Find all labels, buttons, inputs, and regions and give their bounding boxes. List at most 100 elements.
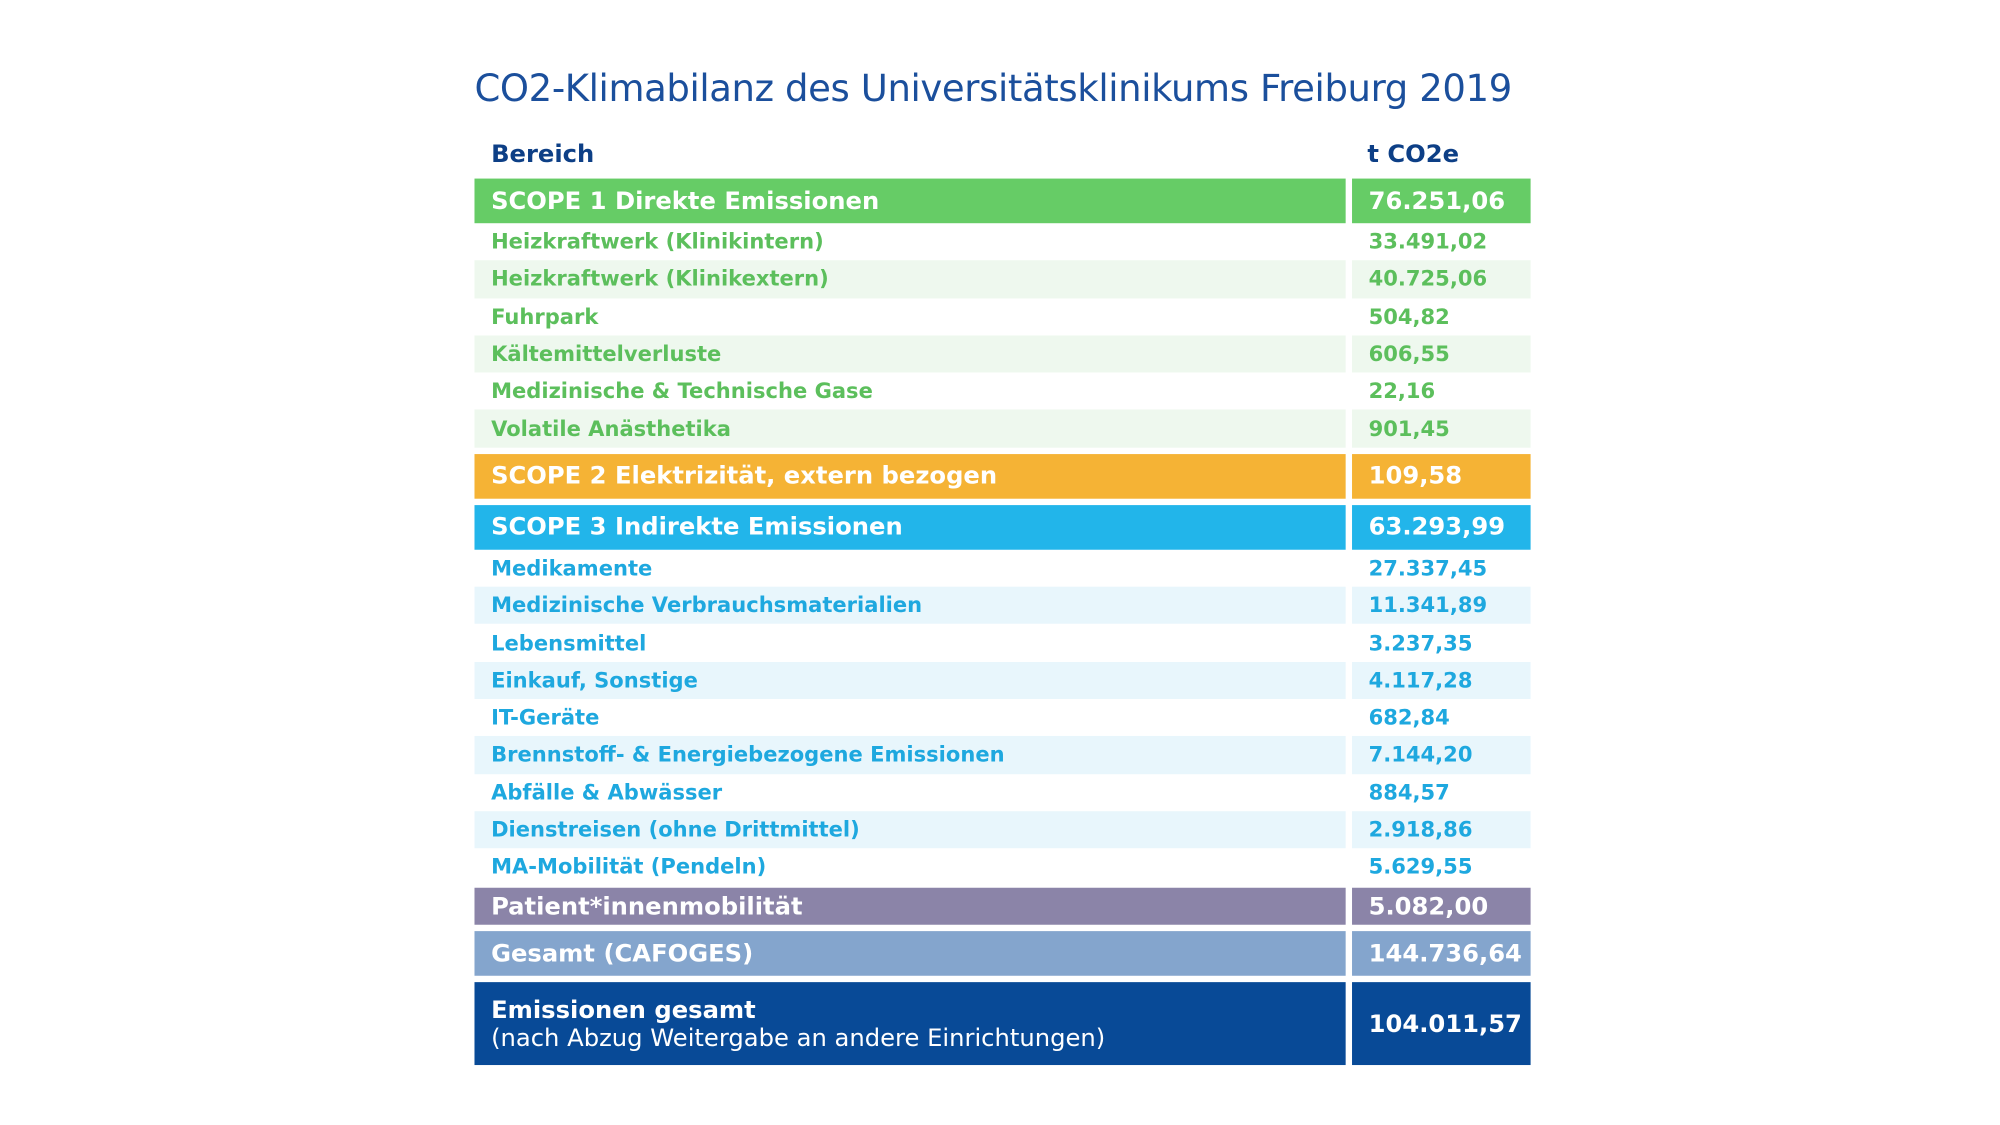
item-value: 5.629,55 bbox=[1368, 854, 1473, 880]
item-row: Einkauf, Sonstige 4.117,28 bbox=[474, 661, 1531, 699]
section-value-cell: 5.082,00 bbox=[1352, 888, 1531, 926]
item-row: Fuhrpark 504,82 bbox=[474, 298, 1530, 335]
header-area: Bereich bbox=[491, 140, 595, 169]
section-label: SCOPE 1 Direkte Emissionen bbox=[491, 186, 880, 215]
item-label-cell: Heizkraftwerk (Klinikextern) bbox=[474, 260, 1346, 298]
item-row: Abfälle & Abwässer 884,57 bbox=[474, 774, 1530, 811]
section-row: Patient*innenmobilität 5.082,00 bbox=[474, 888, 1531, 926]
item-label: MA-Mobilität (Pendeln) bbox=[491, 854, 767, 880]
item-value-cell: 504,82 bbox=[1352, 298, 1531, 335]
item-value: 40.725,06 bbox=[1368, 267, 1488, 292]
item-label: Kältemittelverluste bbox=[491, 341, 722, 367]
item-row: Medizinische & Technische Gase 22,16 bbox=[474, 373, 1530, 410]
item-value-cell: 11.341,89 bbox=[1352, 586, 1531, 625]
section-value-cell: 76.251,06 bbox=[1352, 178, 1531, 224]
item-label: Medikamente bbox=[491, 556, 653, 581]
item-label: IT-Geräte bbox=[491, 705, 600, 730]
item-value-cell: 22,16 bbox=[1352, 373, 1531, 410]
section-value: 5.082,00 bbox=[1368, 892, 1489, 921]
item-label: Volatile Anästhetika bbox=[491, 416, 731, 441]
item-row: IT-Geräte 682,84 bbox=[474, 699, 1530, 736]
item-value-cell: 901,45 bbox=[1352, 410, 1531, 448]
item-value-cell: 884,57 bbox=[1352, 774, 1531, 811]
item-label-cell: Heizkraftwerk (Klinikintern) bbox=[474, 223, 1345, 260]
section-label-cell: SCOPE 1 Direkte Emissionen bbox=[474, 178, 1346, 224]
item-row: Brennstoff- & Energiebezogene Emissionen… bbox=[474, 736, 1531, 774]
item-label: Brennstoff- & Energiebezogene Emissionen bbox=[491, 742, 1005, 768]
item-label-cell: Medikamente bbox=[474, 549, 1345, 586]
item-value-cell: 3.237,35 bbox=[1352, 624, 1531, 661]
section: SCOPE 3 Indirekte Emissionen 63.293,99 Med… bbox=[474, 504, 1531, 886]
section-value-cell: 109,58 bbox=[1352, 453, 1531, 499]
item-label-cell: Kältemittelverluste bbox=[474, 335, 1346, 373]
item-value-cell: 5.629,55 bbox=[1352, 848, 1531, 885]
item-label-cell: IT-Geräte bbox=[474, 699, 1345, 736]
item-value: 606,55 bbox=[1368, 341, 1450, 367]
section-label: SCOPE 3 Indirekte Emissionen bbox=[491, 513, 903, 542]
item-label: Heizkraftwerk (Klinikintern) bbox=[491, 229, 824, 255]
item-row: Heizkraftwerk (Klinikintern) 33.491,02 bbox=[474, 223, 1530, 260]
item-row: Lebensmittel 3.237,35 bbox=[474, 624, 1530, 661]
item-label: Medizinische & Technische Gase bbox=[491, 379, 873, 404]
item-value: 27.337,45 bbox=[1368, 556, 1488, 581]
item-value: 884,57 bbox=[1368, 780, 1450, 805]
item-label: Fuhrpark bbox=[491, 304, 599, 329]
section-value: 109,58 bbox=[1368, 462, 1463, 491]
item-value-cell: 606,55 bbox=[1352, 335, 1531, 373]
section-value: 63.293,99 bbox=[1368, 513, 1506, 542]
section-label-cell: SCOPE 2 Elektrizität, extern bezogen bbox=[474, 453, 1346, 499]
section-value-cell: 144.736,64 bbox=[1352, 931, 1531, 977]
section-label-cell: SCOPE 3 Indirekte Emissionen bbox=[474, 504, 1346, 550]
section-value-cell: 104.011,57 bbox=[1352, 982, 1531, 1066]
item-label-cell: Medizinische & Technische Gase bbox=[474, 373, 1345, 410]
item-row: Medizinische Verbrauchsmaterialien 11.341… bbox=[474, 586, 1531, 625]
header-unit: t CO2e bbox=[1367, 140, 1460, 169]
item-value-cell: 682,84 bbox=[1352, 699, 1531, 736]
section-value: 76.251,06 bbox=[1368, 186, 1506, 215]
item-label-cell: Brennstoff- & Energiebezogene Emissionen bbox=[474, 736, 1346, 774]
item-row: Volatile Anästhetika 901,45 bbox=[474, 410, 1531, 448]
section-value: 104.011,57 bbox=[1368, 1010, 1522, 1039]
section-label-cell: Gesamt (CAFOGES) bbox=[474, 931, 1346, 977]
table: SCOPE 1 Direkte Emissionen 76.251,06 Heizk… bbox=[474, 178, 1531, 1072]
item-label-cell: Dienstreisen (ohne Drittmittel) bbox=[474, 811, 1346, 849]
section-row: SCOPE 1 Direkte Emissionen 76.251,06 bbox=[474, 178, 1531, 224]
item-row: Dienstreisen (ohne Drittmittel) 2.918,86 bbox=[474, 811, 1531, 849]
section-label-cell: Emissionen gesamt (nach Abzug Weitergabe … bbox=[474, 982, 1346, 1066]
item-value: 4.117,28 bbox=[1368, 668, 1473, 693]
section-value: 144.736,64 bbox=[1368, 939, 1522, 969]
item-value: 7.144,20 bbox=[1368, 742, 1473, 768]
section-row: SCOPE 3 Indirekte Emissionen 63.293,99 bbox=[474, 504, 1531, 550]
item-label: Lebensmittel bbox=[491, 630, 647, 655]
item-row: Kältemittelverluste 606,55 bbox=[474, 335, 1531, 373]
section-note: (nach Abzug Weitergabe an andere Einrich… bbox=[491, 1024, 1106, 1053]
item-label: Einkauf, Sonstige bbox=[491, 668, 698, 693]
item-label-cell: Abfälle & Abwässer bbox=[474, 774, 1345, 811]
item-row: Medikamente 27.337,45 bbox=[474, 549, 1530, 586]
item-label: Abfälle & Abwässer bbox=[491, 780, 723, 805]
item-label-cell: Fuhrpark bbox=[474, 298, 1345, 335]
section-label: Patient*innenmobilität bbox=[491, 892, 803, 921]
item-value-cell: 4.117,28 bbox=[1352, 661, 1531, 699]
section-label: Emissionen gesamt bbox=[491, 996, 756, 1025]
item-label-cell: Lebensmittel bbox=[474, 624, 1345, 661]
item-row: Heizkraftwerk (Klinikextern) 40.725,06 bbox=[474, 260, 1531, 298]
section: SCOPE 1 Direkte Emissionen 76.251,06 Heizk… bbox=[474, 178, 1531, 448]
section-row: Gesamt (CAFOGES) 144.736,64 bbox=[474, 931, 1531, 977]
item-label-cell: Einkauf, Sonstige bbox=[474, 661, 1346, 699]
item-value: 3.237,35 bbox=[1368, 630, 1473, 655]
item-value: 33.491,02 bbox=[1368, 229, 1488, 255]
item-value-cell: 27.337,45 bbox=[1352, 549, 1531, 586]
item-label: Dienstreisen (ohne Drittmittel) bbox=[491, 817, 860, 842]
section-row: SCOPE 2 Elektrizität, extern bezogen 109,… bbox=[474, 453, 1531, 499]
item-value-cell: 33.491,02 bbox=[1352, 223, 1531, 260]
section-label: SCOPE 2 Elektrizität, extern bezogen bbox=[491, 462, 998, 491]
section: Patient*innenmobilität 5.082,00 bbox=[474, 888, 1531, 926]
section-label-cell: Patient*innenmobilität bbox=[474, 888, 1346, 926]
item-value-cell: 7.144,20 bbox=[1352, 736, 1531, 774]
section: SCOPE 2 Elektrizität, extern bezogen 109,… bbox=[474, 453, 1531, 499]
item-value: 504,82 bbox=[1368, 304, 1450, 329]
item-label-cell: Volatile Anästhetika bbox=[474, 410, 1346, 448]
item-value: 11.341,89 bbox=[1368, 593, 1488, 618]
